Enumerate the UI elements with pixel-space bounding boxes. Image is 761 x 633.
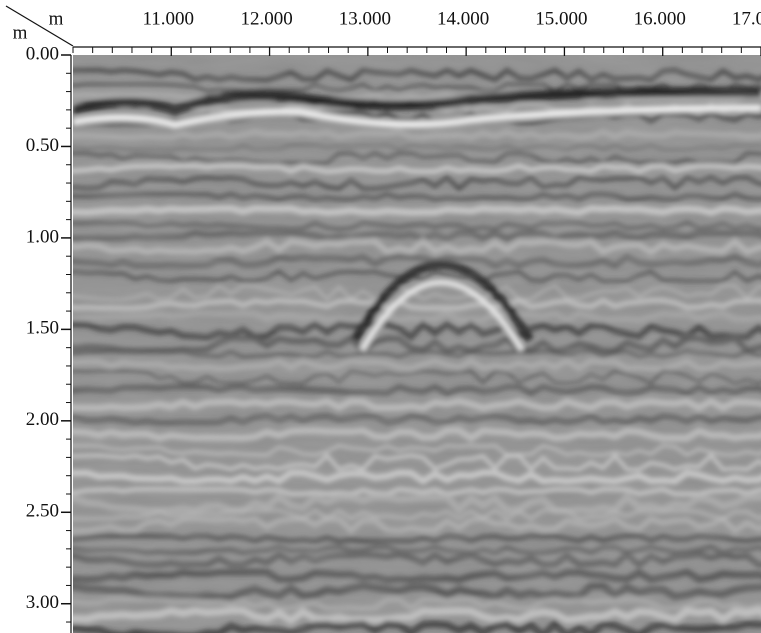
radargram-image — [73, 55, 761, 633]
y-axis-label: m — [13, 22, 28, 43]
y-tick-label: 3.00 — [26, 592, 59, 613]
image-texture — [73, 55, 761, 633]
x-tick-label: 17.000 — [732, 8, 761, 29]
y-tick-label: 2.00 — [26, 409, 59, 430]
y-tick-label: 0.00 — [26, 43, 59, 64]
y-tick-label: 0.50 — [26, 135, 59, 156]
y-tick-label: 2.50 — [26, 501, 59, 522]
x-tick-label: 16.000 — [634, 8, 686, 29]
x-tick-label: 15.000 — [535, 8, 587, 29]
x-tick-label: 13.000 — [339, 8, 391, 29]
x-tick-label: 12.000 — [240, 8, 292, 29]
x-tick-label: 11.000 — [143, 8, 195, 29]
y-tick-label: 1.50 — [26, 318, 59, 339]
x-tick-label: 14.000 — [437, 8, 489, 29]
x-axis-label: m — [49, 8, 64, 29]
corner-divider — [5, 5, 74, 47]
y-tick-label: 1.00 — [26, 226, 59, 247]
